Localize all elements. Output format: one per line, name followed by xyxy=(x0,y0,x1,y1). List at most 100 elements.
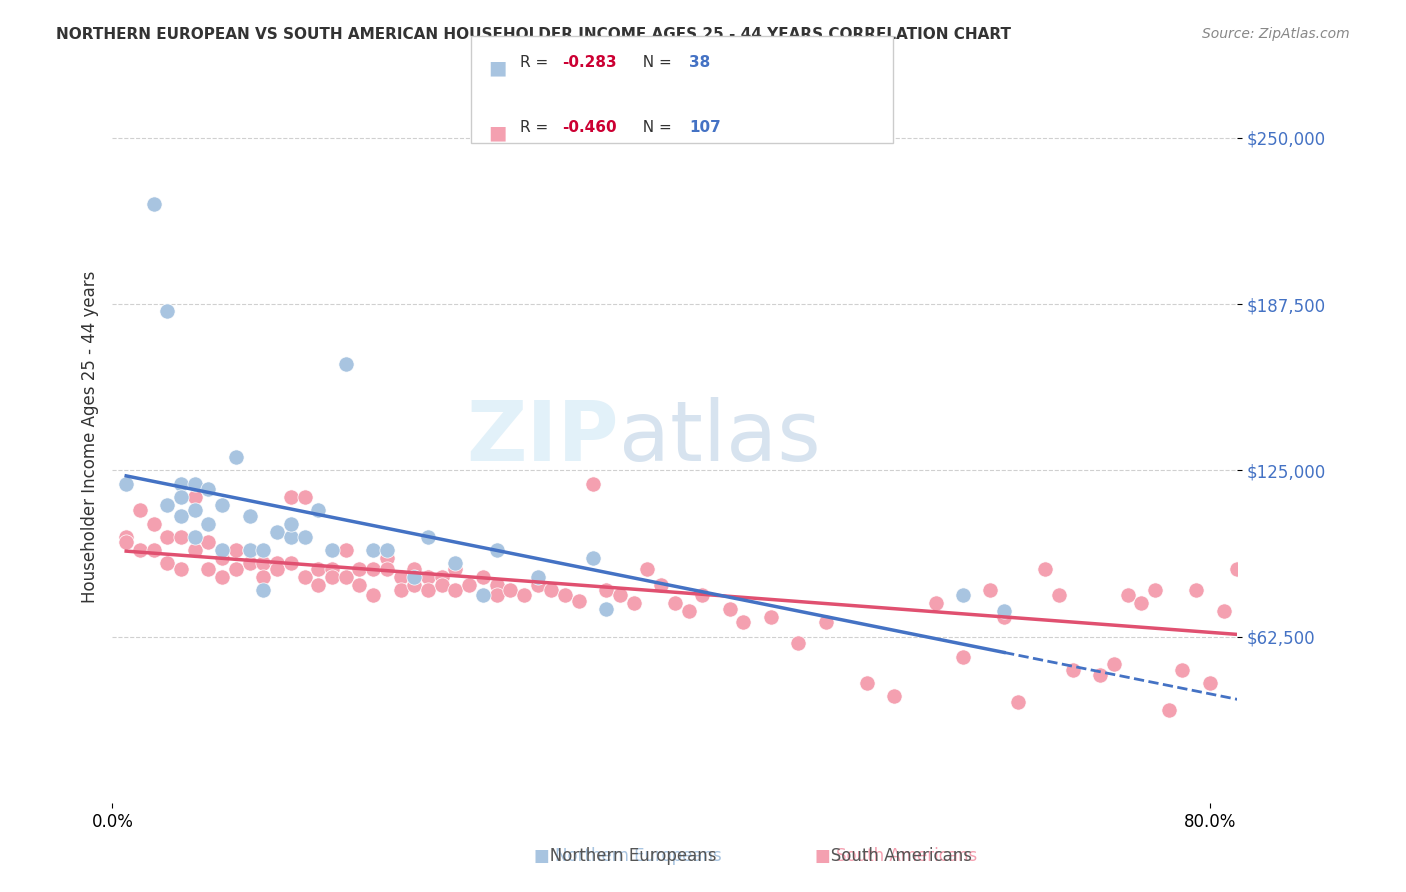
Point xyxy=(115,476,138,491)
Point xyxy=(787,636,810,650)
Point xyxy=(252,570,274,584)
Point xyxy=(225,562,247,576)
Text: -0.283: -0.283 xyxy=(562,55,617,70)
Point xyxy=(294,490,316,504)
Point xyxy=(733,615,755,629)
Point xyxy=(389,570,412,584)
Text: 38: 38 xyxy=(689,55,710,70)
Point xyxy=(1198,676,1220,690)
Point xyxy=(1062,663,1084,677)
Point xyxy=(349,562,371,576)
Point xyxy=(650,577,672,591)
Point xyxy=(361,543,384,558)
Point xyxy=(197,482,219,496)
Point xyxy=(513,588,536,602)
Point xyxy=(266,562,288,576)
Point xyxy=(1157,703,1180,717)
Point xyxy=(471,588,494,602)
Point xyxy=(568,593,591,607)
Text: ■ South Americans: ■ South Americans xyxy=(815,847,977,865)
Point xyxy=(540,582,562,597)
Point xyxy=(692,588,714,602)
Point xyxy=(554,588,576,602)
Point xyxy=(1240,588,1263,602)
Point xyxy=(375,543,398,558)
Point xyxy=(404,577,426,591)
Point xyxy=(280,530,302,544)
Point xyxy=(1212,604,1234,618)
Point xyxy=(664,596,686,610)
Point xyxy=(184,543,207,558)
Point xyxy=(170,530,193,544)
Point xyxy=(375,562,398,576)
Point xyxy=(952,588,974,602)
Point xyxy=(156,530,179,544)
Point xyxy=(979,582,1001,597)
Point xyxy=(1295,676,1317,690)
Point xyxy=(321,543,343,558)
Text: -0.460: -0.460 xyxy=(562,120,617,136)
Point xyxy=(1088,668,1111,682)
Point xyxy=(759,609,782,624)
Point xyxy=(321,570,343,584)
Point xyxy=(142,197,165,211)
Text: Northern Europeans: Northern Europeans xyxy=(534,847,717,865)
Point xyxy=(444,582,467,597)
Point xyxy=(115,535,138,549)
Point xyxy=(856,676,879,690)
Text: N =: N = xyxy=(633,120,676,136)
Point xyxy=(252,543,274,558)
Point xyxy=(678,604,700,618)
Point xyxy=(1116,588,1139,602)
Point xyxy=(225,450,247,464)
Point xyxy=(225,543,247,558)
Point xyxy=(404,562,426,576)
Point xyxy=(252,557,274,571)
Point xyxy=(129,543,152,558)
Point xyxy=(129,503,152,517)
Point xyxy=(718,601,741,615)
Point xyxy=(458,577,481,591)
Text: atlas: atlas xyxy=(619,397,820,477)
Point xyxy=(239,543,262,558)
Point xyxy=(170,476,193,491)
Point xyxy=(416,582,439,597)
Point xyxy=(142,516,165,531)
Point xyxy=(184,503,207,517)
Point xyxy=(1322,615,1344,629)
Point xyxy=(993,609,1015,624)
Point xyxy=(211,498,233,512)
Point xyxy=(170,490,193,504)
Point xyxy=(197,535,219,549)
Point xyxy=(1309,657,1331,672)
Point xyxy=(211,570,233,584)
Point xyxy=(581,476,603,491)
Point xyxy=(1130,596,1153,610)
Point xyxy=(1102,657,1125,672)
Point xyxy=(883,690,905,704)
Point xyxy=(416,570,439,584)
Point xyxy=(485,577,508,591)
Text: Source: ZipAtlas.com: Source: ZipAtlas.com xyxy=(1202,27,1350,41)
Point xyxy=(1281,596,1303,610)
Point xyxy=(239,508,262,523)
Point xyxy=(389,582,412,597)
Point xyxy=(993,604,1015,618)
Point xyxy=(444,557,467,571)
Text: ■: ■ xyxy=(488,123,506,142)
Point xyxy=(924,596,946,610)
Point xyxy=(636,562,658,576)
Point xyxy=(485,588,508,602)
Point xyxy=(1171,663,1194,677)
Point xyxy=(280,516,302,531)
Point xyxy=(142,543,165,558)
Point xyxy=(156,303,179,318)
Point xyxy=(430,570,453,584)
Point xyxy=(1226,562,1249,576)
Point xyxy=(1350,695,1372,709)
Point xyxy=(252,582,274,597)
Point xyxy=(280,490,302,504)
Point xyxy=(1254,604,1277,618)
Point xyxy=(1364,582,1386,597)
Point xyxy=(184,530,207,544)
